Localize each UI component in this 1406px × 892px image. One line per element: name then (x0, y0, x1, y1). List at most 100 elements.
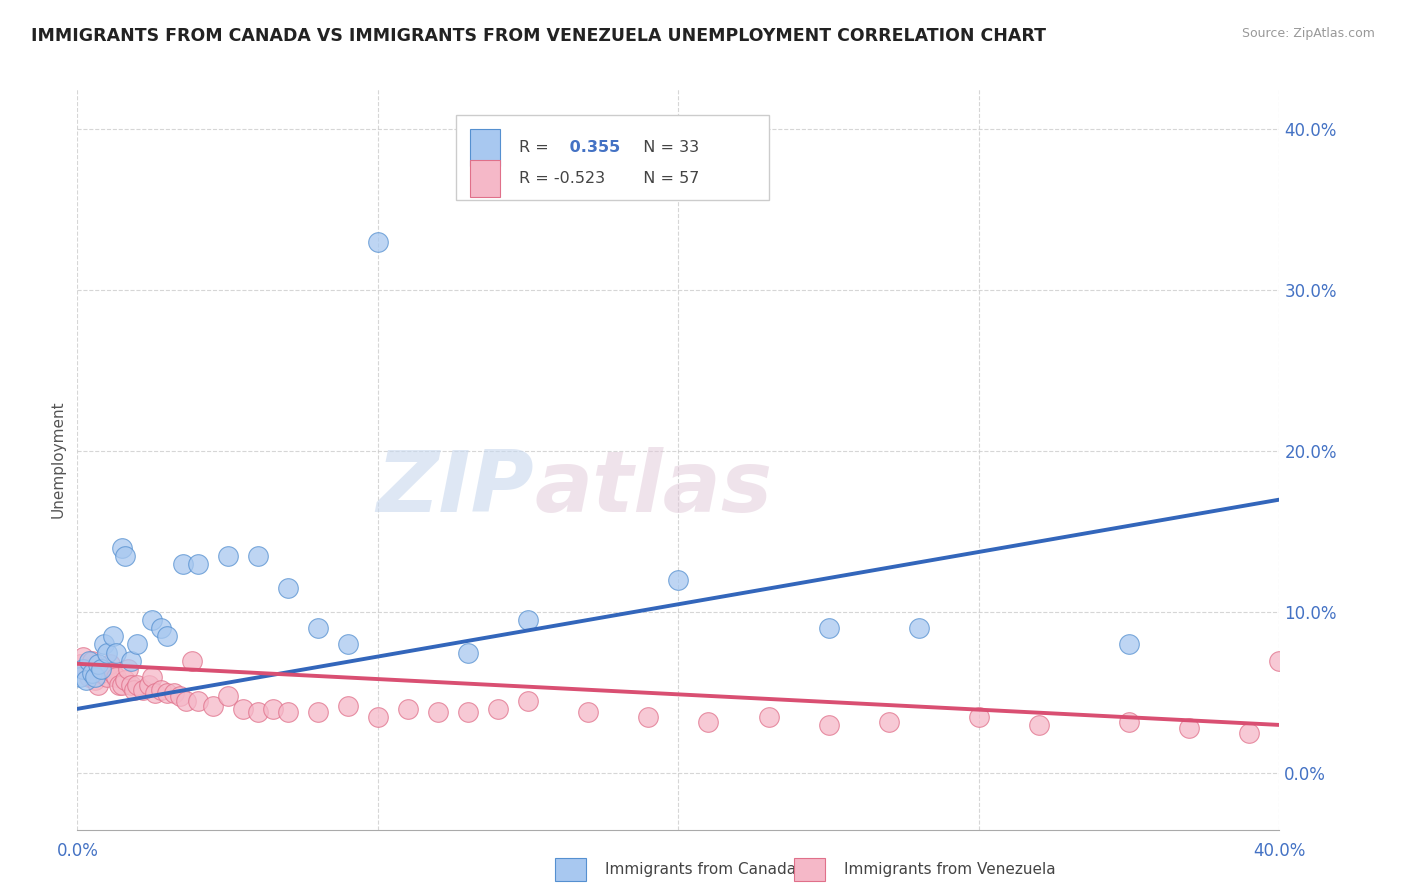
Point (246, 549, 269, 563)
Point (758, 710, 780, 724)
Point (84, 670, 107, 684)
Point (108, 678, 131, 692)
Text: Immigrants from Canada: Immigrants from Canada (605, 863, 796, 877)
Point (908, 621, 931, 635)
Point (105, 670, 128, 684)
Point (817, 621, 839, 635)
Point (396, 702, 419, 716)
Point (967, 710, 990, 724)
Text: IMMIGRANTS FROM CANADA VS IMMIGRANTS FROM VENEZUELA UNEMPLOYMENT CORRELATION CHA: IMMIGRANTS FROM CANADA VS IMMIGRANTS FRO… (31, 27, 1046, 45)
Point (87, 678, 110, 692)
Point (1028, 718, 1050, 732)
Point (72, 662, 94, 676)
Point (69, 657, 91, 671)
Point (114, 673, 136, 687)
Point (367, 235, 389, 249)
Point (169, 689, 191, 703)
Text: N = 33: N = 33 (633, 140, 699, 155)
Y-axis label: Unemployment: Unemployment (51, 401, 66, 518)
Point (141, 670, 163, 684)
Point (72, 650, 94, 665)
Point (90, 662, 112, 676)
Text: N = 57: N = 57 (633, 171, 699, 186)
Point (201, 698, 224, 713)
Point (156, 686, 179, 700)
Point (277, 705, 299, 719)
Point (668, 573, 690, 587)
Point (82, 654, 104, 668)
Point (127, 637, 149, 651)
Point (277, 581, 299, 595)
Point (69, 670, 91, 684)
Text: R = -0.523: R = -0.523 (519, 171, 605, 186)
Point (307, 621, 329, 635)
Point (84, 673, 107, 687)
Point (141, 613, 163, 627)
Point (93, 637, 115, 651)
Point (486, 702, 509, 716)
Point (75, 662, 97, 676)
Point (150, 621, 173, 635)
Point (150, 682, 173, 697)
Point (336, 698, 359, 713)
Point (103, 629, 125, 643)
FancyBboxPatch shape (456, 115, 769, 201)
Point (75, 673, 97, 687)
Point (96, 646, 118, 660)
Point (336, 637, 359, 651)
Point (124, 682, 146, 697)
Point (132, 682, 155, 697)
Point (637, 710, 659, 724)
Point (120, 678, 142, 692)
Point (138, 678, 160, 692)
Point (111, 678, 134, 692)
Point (162, 686, 184, 700)
Point (217, 549, 239, 563)
Point (90, 666, 112, 681)
FancyBboxPatch shape (471, 129, 501, 166)
Point (103, 666, 125, 681)
Point (79, 654, 101, 668)
Point (180, 654, 202, 668)
Point (79, 670, 101, 684)
Point (367, 710, 389, 724)
Text: 0.0%: 0.0% (56, 842, 98, 861)
Point (1239, 726, 1261, 740)
Point (82, 666, 104, 681)
Text: R =: R = (519, 140, 554, 155)
Point (93, 662, 115, 676)
Point (262, 702, 284, 716)
Point (127, 678, 149, 692)
Point (307, 705, 329, 719)
Point (427, 705, 450, 719)
Point (1118, 637, 1140, 651)
Point (111, 541, 134, 555)
Text: 40.0%: 40.0% (1253, 842, 1306, 861)
Point (457, 646, 479, 660)
Text: Immigrants from Venezuela: Immigrants from Venezuela (844, 863, 1056, 877)
Point (172, 557, 194, 571)
Point (697, 714, 720, 729)
FancyBboxPatch shape (471, 161, 501, 197)
Point (114, 549, 136, 563)
Point (117, 662, 139, 676)
Point (517, 613, 540, 627)
Point (232, 702, 254, 716)
Point (517, 694, 540, 708)
Point (120, 654, 142, 668)
Point (145, 686, 167, 700)
Text: atlas: atlas (534, 448, 772, 531)
Point (87, 657, 110, 671)
Point (1178, 721, 1201, 735)
Text: ZIP: ZIP (377, 448, 534, 531)
Point (817, 718, 839, 732)
Point (186, 557, 209, 571)
Text: 0.355: 0.355 (564, 140, 620, 155)
Point (877, 714, 900, 729)
Point (217, 689, 239, 703)
Point (186, 694, 209, 708)
Point (105, 646, 128, 660)
Point (156, 629, 179, 643)
Point (246, 705, 269, 719)
Text: Source: ZipAtlas.com: Source: ZipAtlas.com (1241, 27, 1375, 40)
